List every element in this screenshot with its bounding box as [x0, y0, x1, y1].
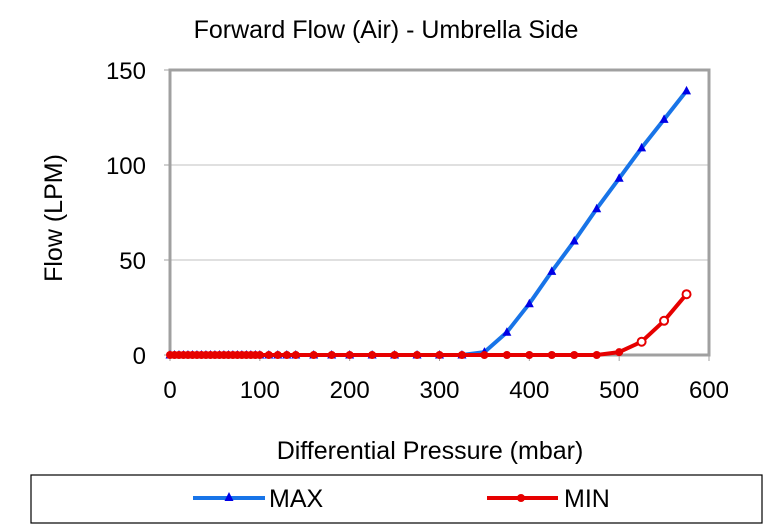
x-tick-label: 600 — [689, 377, 729, 404]
series-line-max — [170, 89, 689, 357]
data-point-max — [614, 173, 624, 182]
data-point-min — [525, 351, 534, 359]
data-point-min — [570, 351, 579, 359]
data-point-min — [291, 351, 300, 359]
data-point-min — [264, 351, 273, 359]
y-tick-label: 150 — [106, 58, 146, 85]
data-point-min — [457, 351, 466, 359]
y-tick-label: 0 — [133, 343, 146, 370]
data-point-max — [502, 327, 512, 336]
data-point-min — [547, 351, 556, 359]
legend-marker-circle — [517, 494, 525, 502]
data-point-min — [273, 351, 282, 359]
x-tick-label: 500 — [599, 377, 639, 404]
legend-label-max: MAX — [269, 485, 324, 513]
data-point-min — [659, 315, 670, 326]
data-point-min — [368, 351, 377, 359]
data-point-max — [547, 266, 557, 275]
y-axis-label: Flow (LPM) — [40, 154, 68, 282]
series-min — [166, 289, 692, 359]
data-point-min — [413, 351, 422, 359]
legend-box — [30, 474, 763, 524]
x-tick-label: 200 — [330, 377, 370, 404]
legend: MAX MIN — [30, 474, 763, 524]
data-point-min — [681, 289, 692, 300]
x-tick-label: 300 — [419, 377, 459, 404]
data-point-max — [524, 298, 534, 308]
y-tick-label: 50 — [119, 248, 146, 275]
x-tick-label: 400 — [509, 377, 549, 404]
data-point-min — [615, 348, 624, 357]
data-point-max — [569, 236, 579, 245]
data-point-max — [682, 85, 692, 95]
series-layer — [165, 85, 692, 359]
data-point-min — [435, 351, 444, 359]
data-point-max — [659, 114, 669, 123]
series-line-min — [170, 292, 689, 357]
legend-label-min: MIN — [564, 485, 610, 513]
y-axis-ticks: 0 50 100 150 — [106, 58, 170, 370]
data-point-max — [637, 142, 647, 152]
data-point-min — [480, 351, 489, 359]
x-axis-ticks: 0 100 200 300 400 500 600 — [163, 355, 729, 404]
data-point-min — [345, 351, 354, 359]
data-point-min — [502, 351, 511, 359]
data-point-min — [255, 351, 264, 359]
legend-marker-triangle — [224, 492, 234, 501]
gridlines — [170, 164, 709, 261]
data-point-min — [390, 351, 399, 359]
data-point-min — [636, 336, 647, 347]
x-axis-label: Differential Pressure (mbar) — [277, 437, 584, 465]
x-tick-label: 100 — [240, 377, 280, 404]
data-point-min — [327, 351, 336, 359]
data-point-min — [309, 351, 318, 359]
data-point-min — [282, 351, 291, 359]
chart-title: Forward Flow (Air) - Umbrella Side — [194, 16, 579, 44]
data-point-max — [592, 203, 602, 213]
data-point-min — [592, 351, 601, 359]
y-tick-label: 100 — [106, 153, 146, 180]
plot-area-frame — [168, 68, 711, 357]
series-max — [165, 85, 692, 359]
x-tick-label: 0 — [163, 377, 176, 404]
